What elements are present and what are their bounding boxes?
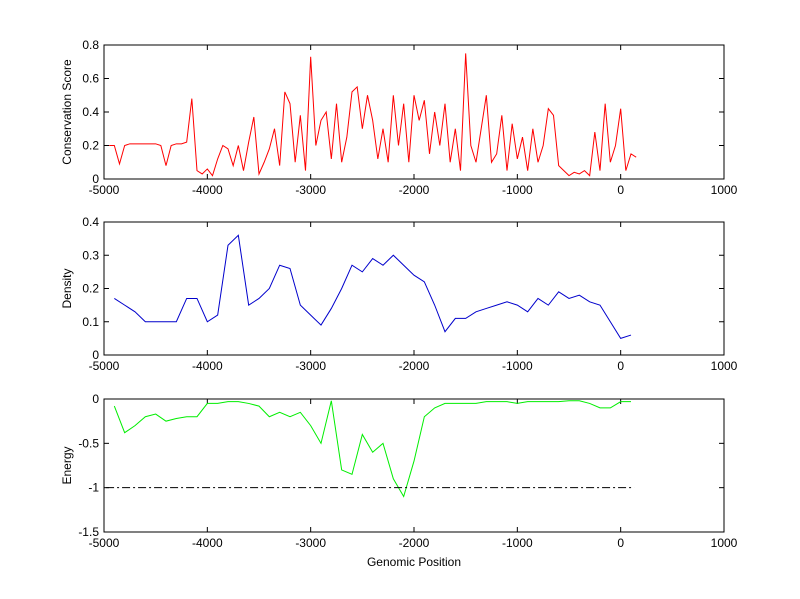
y-tick-label: 0.4 — [82, 105, 99, 119]
axes-box — [103, 44, 725, 180]
y-axis-label: Conservation Score — [60, 59, 74, 165]
y-tick-label: 0.4 — [82, 215, 99, 229]
y-tick-label: 0.3 — [82, 248, 99, 262]
x-tick-label: 1000 — [711, 359, 738, 373]
plot-area — [104, 222, 724, 355]
data-line — [113, 400, 631, 498]
x-tick-label: -2000 — [399, 359, 430, 373]
x-tick-label: -3000 — [295, 536, 326, 550]
plot-area — [104, 399, 724, 532]
x-tick-label: -5000 — [89, 183, 120, 197]
y-tick-label: -1.5 — [78, 525, 99, 539]
x-tick-label: 0 — [617, 359, 624, 373]
y-tick-label: 0.2 — [82, 139, 99, 153]
y-axis-label: Density — [60, 268, 74, 308]
x-tick-label: -1000 — [502, 536, 533, 550]
data-line — [109, 53, 637, 177]
x-tick-label: -3000 — [295, 183, 326, 197]
y-tick-label: 0.8 — [82, 38, 99, 52]
x-tick-label: -5000 — [89, 359, 120, 373]
x-tick-label: 0 — [617, 536, 624, 550]
x-tick-label: 0 — [617, 183, 624, 197]
x-axis-label: Genomic Position — [367, 555, 461, 569]
y-tick-label: -1 — [88, 481, 99, 495]
y-tick-label: 0 — [92, 172, 99, 186]
y-tick-label: 0.1 — [82, 315, 99, 329]
axes-box — [103, 398, 725, 533]
x-tick-label: -2000 — [399, 183, 430, 197]
x-tick-label: -2000 — [399, 536, 430, 550]
x-tick-label: -4000 — [192, 536, 223, 550]
plot-area — [104, 45, 724, 179]
x-tick-label: -1000 — [502, 183, 533, 197]
y-tick-label: 0.2 — [82, 282, 99, 296]
y-tick-label: 0 — [92, 348, 99, 362]
y-axis-label: Energy — [60, 446, 74, 484]
axes-box — [103, 221, 725, 356]
x-tick-label: 1000 — [711, 536, 738, 550]
data-line — [114, 234, 632, 339]
x-tick-label: -3000 — [295, 359, 326, 373]
x-tick-label: 1000 — [711, 183, 738, 197]
y-tick-label: 0.6 — [82, 72, 99, 86]
x-tick-label: -4000 — [192, 183, 223, 197]
x-tick-label: -4000 — [192, 359, 223, 373]
y-tick-label: -0.5 — [78, 436, 99, 450]
y-tick-label: 0 — [92, 392, 99, 406]
x-tick-label: -1000 — [502, 359, 533, 373]
x-tick-label: -5000 — [89, 536, 120, 550]
